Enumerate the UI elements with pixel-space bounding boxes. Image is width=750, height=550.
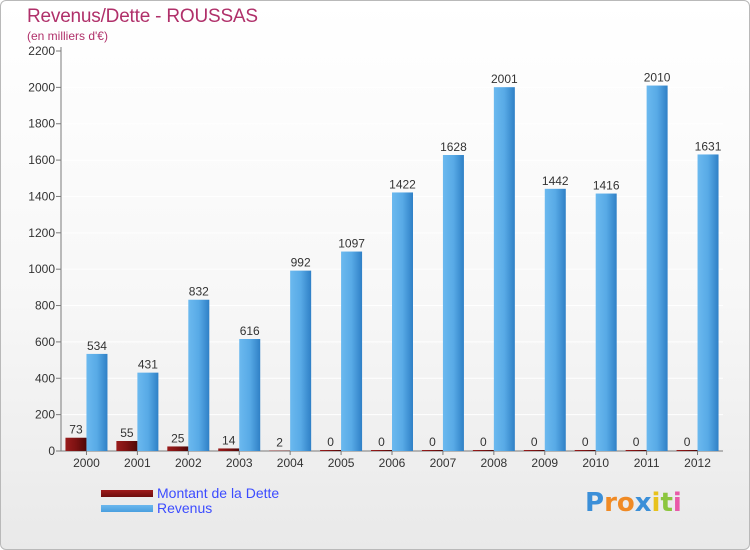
bar-dette	[320, 450, 342, 451]
data-label-dette: 0	[531, 435, 538, 449]
data-label-revenus: 992	[291, 256, 311, 270]
data-label-dette: 0	[582, 435, 589, 449]
data-label-dette: 0	[684, 435, 691, 449]
bar-revenus	[137, 372, 159, 451]
bar-revenus	[188, 299, 210, 451]
data-label-dette: 0	[429, 435, 436, 449]
x-tick-label: 2002	[175, 456, 202, 470]
data-label-dette: 0	[378, 435, 385, 449]
data-label-dette: 55	[120, 426, 134, 440]
y-tick-label: 2000	[28, 80, 55, 94]
x-tick-label: 2010	[582, 456, 609, 470]
chart-subtitle: (en milliers d'€)	[27, 29, 108, 43]
data-label-revenus: 1097	[338, 237, 365, 251]
x-tick-label: 2011	[634, 456, 660, 470]
y-tick-label: 600	[35, 335, 55, 349]
y-tick-label: 1200	[28, 226, 55, 240]
data-label-dette: 0	[633, 435, 640, 449]
x-tick-label: 2008	[480, 456, 507, 470]
bar-revenus	[493, 87, 515, 451]
logo-letter: r	[604, 488, 617, 518]
legend-label-revenus: Revenus	[157, 500, 213, 516]
legend-label-dette: Montant de la Dette	[157, 485, 280, 501]
x-tick-label: 2012	[684, 456, 711, 470]
bar-dette	[421, 450, 443, 451]
bar-revenus	[697, 154, 719, 452]
proxiti-logo: Proxiti	[585, 488, 682, 518]
logo-letter: t	[660, 488, 673, 518]
data-label-revenus: 431	[138, 358, 158, 372]
bar-dette	[218, 448, 240, 451]
data-label-revenus: 2001	[491, 72, 518, 86]
y-tick-label: 200	[35, 408, 55, 422]
bar-dette	[625, 450, 647, 451]
bar-revenus	[290, 270, 312, 451]
bar-revenus	[595, 193, 617, 451]
data-label-revenus: 616	[240, 324, 260, 338]
data-label-revenus: 1416	[593, 179, 620, 193]
data-label-revenus: 534	[87, 339, 107, 353]
bar-dette	[472, 450, 494, 451]
legend-swatch-dette	[101, 490, 153, 497]
y-tick-label: 400	[35, 371, 55, 385]
y-tick-label: 2200	[28, 44, 55, 58]
y-tick-label: 1400	[28, 189, 55, 203]
bar-dette	[574, 450, 596, 451]
logo-letter: i	[651, 488, 661, 518]
chart-title: Revenus/Dette - ROUSSAS	[27, 6, 258, 27]
bar-dette	[65, 437, 87, 451]
data-label-revenus: 1442	[542, 174, 569, 188]
bar-revenus	[86, 353, 108, 451]
x-tick-label: 2009	[531, 456, 558, 470]
logo-letter: P	[585, 488, 605, 518]
bar-dette	[371, 450, 392, 451]
data-label-revenus: 1631	[695, 139, 722, 153]
x-tick-label: 2001	[124, 456, 151, 470]
y-tick-label: 0	[48, 444, 55, 458]
x-tick-label: 2006	[379, 456, 406, 470]
y-tick-label: 1800	[28, 117, 55, 131]
bar-revenus	[544, 188, 566, 451]
bar-revenus	[646, 85, 668, 451]
y-tick-label: 1000	[28, 262, 55, 276]
x-tick-label: 2007	[430, 456, 457, 470]
y-tick-label: 1600	[28, 153, 55, 167]
data-label-dette: 0	[480, 435, 487, 449]
bar-dette	[116, 441, 138, 451]
bar-revenus	[442, 155, 464, 451]
bar-revenus	[392, 192, 413, 452]
data-label-dette: 73	[69, 423, 83, 437]
data-label-dette: 25	[171, 431, 185, 445]
data-label-revenus: 832	[189, 285, 209, 299]
bar-dette	[523, 450, 545, 451]
bar-revenus	[239, 339, 261, 451]
x-tick-label: 2003	[226, 456, 253, 470]
y-tick-label: 800	[35, 299, 55, 313]
data-label-revenus: 1628	[440, 140, 467, 154]
data-label-revenus: 1422	[389, 177, 416, 191]
data-label-dette: 0	[327, 435, 334, 449]
logo-letter: x	[634, 488, 652, 518]
x-tick-label: 2004	[277, 456, 304, 470]
logo-letter: o	[616, 488, 635, 518]
bar-dette	[676, 450, 698, 451]
data-label-dette: 2	[276, 436, 283, 450]
x-tick-label: 2000	[73, 456, 100, 470]
bar-revenus	[341, 251, 363, 451]
bar-dette	[167, 446, 189, 451]
data-label-dette: 14	[222, 433, 236, 447]
logo-letter: i	[672, 488, 682, 518]
legend-swatch-revenus	[101, 505, 153, 512]
x-tick-label: 2005	[328, 456, 355, 470]
data-label-revenus: 2010	[644, 71, 671, 85]
